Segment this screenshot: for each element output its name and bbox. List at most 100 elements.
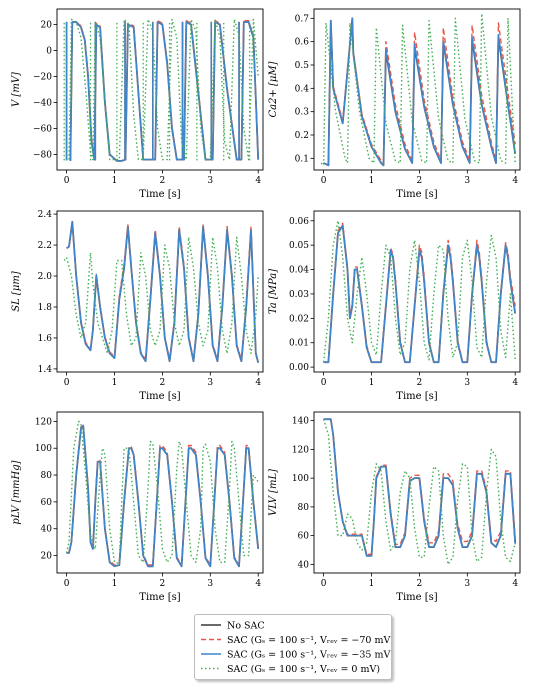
y-tick-label: 140 xyxy=(292,417,309,427)
x-tick-label: 0 xyxy=(321,176,327,186)
y-axis-label: SL [μm] xyxy=(11,271,22,312)
x-tick-label: 3 xyxy=(464,378,470,388)
x-tick-label: 1 xyxy=(112,378,118,388)
x-tick-label: 1 xyxy=(369,378,375,388)
x-tick-label: 3 xyxy=(207,579,213,589)
y-tick-label: 60 xyxy=(41,498,53,508)
x-tick-label: 0 xyxy=(321,579,327,589)
chart-panel-3: 0 1 2 3 4 1.4 1.6 1.8 2.0 2.2 2.4 Time [s] SL [μm] xyxy=(11,210,264,402)
x-tick-label: 2 xyxy=(160,176,166,186)
y-tick-label: 0.06 xyxy=(289,217,309,227)
axes-frame xyxy=(56,210,264,373)
y-tick-label: 0 xyxy=(46,47,52,57)
series-line-3 xyxy=(66,424,259,567)
x-tick-label: 0 xyxy=(64,378,70,388)
x-tick-label: 2 xyxy=(417,176,423,186)
y-tick-label: 0.2 xyxy=(295,131,309,141)
series-line-4 xyxy=(320,13,516,166)
y-tick-label: −80 xyxy=(33,150,52,160)
axes-frame xyxy=(313,8,521,171)
y-tick-label: 80 xyxy=(41,471,53,481)
x-tick-label: 0 xyxy=(64,579,70,589)
x-tick-label: 3 xyxy=(464,176,470,186)
legend-entry-label: SAC (Gₛ = 100 s⁻¹, Vᵣₑᵥ = 0 mV) xyxy=(227,664,380,675)
x-tick-label: 4 xyxy=(255,579,261,589)
y-tick-label: −20 xyxy=(33,73,52,83)
y-tick-label: 1.4 xyxy=(38,365,53,375)
series-line-3 xyxy=(69,21,259,162)
y-tick-label: 0.5 xyxy=(295,61,310,71)
y-tick-label: 1.8 xyxy=(38,303,53,313)
y-axis-label: VLV [mL] xyxy=(268,469,279,516)
x-tick-label: 4 xyxy=(255,378,261,388)
x-tick-label: 2 xyxy=(417,378,423,388)
series-line-4 xyxy=(65,420,259,565)
chart-panel-1: 0 1 2 3 4 −80 −60 −40 −20 0 20 Time [s] V [mV] xyxy=(11,8,264,200)
y-tick-label: 0.6 xyxy=(295,38,310,48)
series-line-2 xyxy=(323,418,516,555)
chart-panel-5: 0 1 2 3 4 20 40 60 80 100 120 Time [s] pLV [mmHg] xyxy=(11,411,264,603)
y-tick-label: 100 xyxy=(292,474,309,484)
y-tick-label: 0.03 xyxy=(289,290,309,300)
y-tick-label: 0.7 xyxy=(295,14,310,24)
x-tick-label: 2 xyxy=(160,579,166,589)
x-axis-label: Time [s] xyxy=(396,391,437,402)
legend: No SAC SAC (Gₛ = 100 s⁻¹, Vᵣₑᵥ = −70 mV) S… xyxy=(194,614,394,680)
x-tick-label: 0 xyxy=(321,378,327,388)
y-tick-label: 0.00 xyxy=(289,363,309,373)
y-tick-label: 120 xyxy=(35,417,52,427)
x-tick-label: 0 xyxy=(64,176,70,186)
x-tick-label: 2 xyxy=(417,579,423,589)
x-tick-label: 4 xyxy=(255,176,261,186)
y-tick-label: 20 xyxy=(41,21,53,31)
x-tick-label: 3 xyxy=(464,579,470,589)
x-tick-label: 1 xyxy=(369,176,375,186)
y-tick-label: −40 xyxy=(33,98,52,108)
x-tick-label: 2 xyxy=(160,378,166,388)
y-tick-label: 20 xyxy=(41,552,53,562)
series-line-4 xyxy=(68,18,259,161)
y-axis-label: Ta [MPa] xyxy=(268,269,279,314)
y-tick-label: 1.6 xyxy=(38,334,53,344)
y-tick-label: 0.1 xyxy=(295,154,309,164)
x-tick-label: 1 xyxy=(112,579,118,589)
legend-entry-label: No SAC xyxy=(227,621,265,632)
y-tick-label: 2.0 xyxy=(38,272,53,282)
y-axis-label: pLV [mmHg] xyxy=(11,460,22,524)
y-tick-label: 40 xyxy=(41,525,53,535)
y-tick-label: 80 xyxy=(298,503,310,513)
x-axis-label: Time [s] xyxy=(396,189,437,200)
x-tick-label: 3 xyxy=(207,378,213,388)
y-tick-label: 0.3 xyxy=(295,108,310,118)
series-line-3 xyxy=(323,224,516,363)
x-tick-label: 3 xyxy=(207,176,213,186)
y-tick-label: −60 xyxy=(33,124,52,134)
axes-frame xyxy=(56,411,264,574)
y-tick-label: 0.4 xyxy=(295,84,310,94)
series-line-4 xyxy=(322,220,516,363)
axes-frame xyxy=(56,8,264,171)
x-axis-label: Time [s] xyxy=(139,592,180,603)
y-tick-label: 0.04 xyxy=(289,266,309,276)
x-tick-label: 1 xyxy=(112,176,118,186)
y-tick-label: 60 xyxy=(298,532,310,542)
legend-entry-label: SAC (Gₛ = 100 s⁻¹, Vᵣₑᵥ = −70 mV) xyxy=(227,635,391,646)
y-tick-label: 40 xyxy=(298,560,310,570)
y-tick-label: 0.01 xyxy=(289,339,309,349)
axes-frame xyxy=(313,411,521,574)
y-axis-label: V [mV] xyxy=(11,72,22,107)
y-tick-label: 2.4 xyxy=(38,210,53,220)
y-tick-label: 0.05 xyxy=(289,241,309,251)
x-axis-label: Time [s] xyxy=(139,391,180,402)
x-axis-label: Time [s] xyxy=(139,189,180,200)
x-tick-label: 4 xyxy=(512,378,518,388)
x-tick-label: 4 xyxy=(512,176,518,186)
chart-panel-6: 0 1 2 3 4 40 60 80 100 120 140 Time [s] VLV [mL] xyxy=(268,411,521,603)
series-line-3 xyxy=(66,221,259,363)
y-tick-label: 120 xyxy=(292,445,309,455)
x-axis-label: Time [s] xyxy=(396,592,437,603)
y-axis-label: Ca2+ [μM] xyxy=(268,61,279,117)
x-tick-label: 4 xyxy=(512,579,518,589)
y-tick-label: 2.2 xyxy=(38,241,52,251)
